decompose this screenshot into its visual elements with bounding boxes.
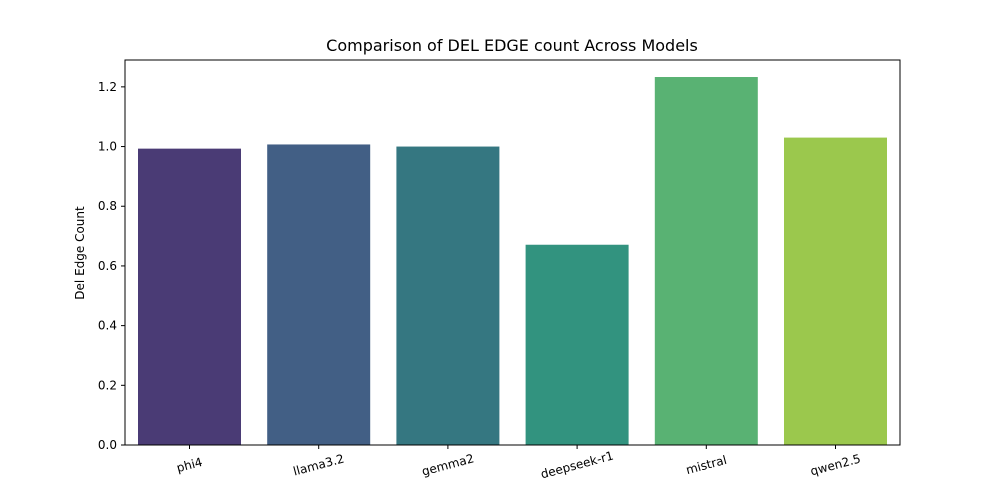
y-tick-label: 0.8 xyxy=(98,199,117,213)
y-tick-label: 1.0 xyxy=(98,140,117,154)
y-tick-label: 0.0 xyxy=(98,438,117,452)
chart-title: Comparison of DEL EDGE count Across Mode… xyxy=(326,36,698,55)
x-tick-label: mistral xyxy=(684,453,728,477)
y-axis-label: Del Edge Count xyxy=(73,206,87,300)
y-tick-label: 0.4 xyxy=(98,319,117,333)
bar-deepseek-r1 xyxy=(525,244,629,445)
x-tick-label: deepseek-r1 xyxy=(539,449,615,482)
bar-qwen2.5 xyxy=(784,137,887,445)
bar-gemma2 xyxy=(396,146,500,446)
bars-layer xyxy=(138,77,887,446)
bar-llama3.2 xyxy=(267,144,371,445)
y-tick-label: 1.2 xyxy=(98,80,117,94)
y-tick-label: 0.6 xyxy=(98,259,117,273)
bar-phi4 xyxy=(138,148,241,445)
x-tick-label: gemma2 xyxy=(420,451,475,478)
x-tick-label: llama3.2 xyxy=(292,451,346,478)
y-tick-label: 0.2 xyxy=(98,378,117,392)
x-tick-label: qwen2.5 xyxy=(809,452,862,479)
x-axis-ticks: phi4 llama3.2 gemma2 deepseek-r1 mistral qwen… xyxy=(175,445,862,481)
x-tick-label: phi4 xyxy=(175,455,204,475)
bar-mistral xyxy=(654,77,758,445)
y-axis-ticks: 0.0 0.2 0.4 0.6 0.8 1.0 1.2 xyxy=(98,80,125,452)
plot-area-frame xyxy=(124,59,901,446)
